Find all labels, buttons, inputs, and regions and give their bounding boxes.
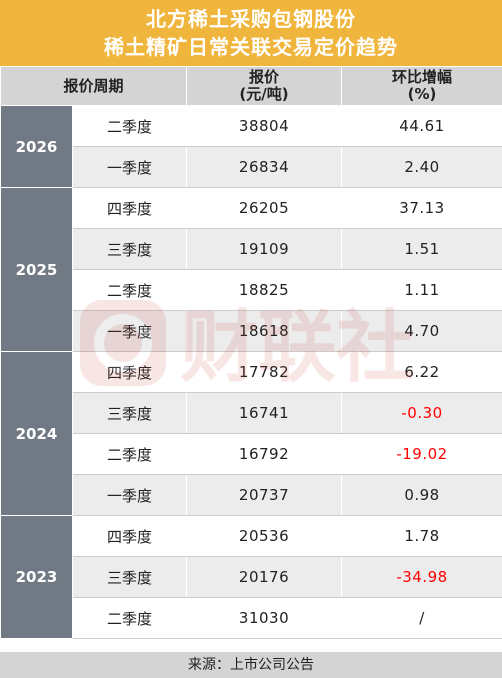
quarter-cell: 二季度 (71, 433, 188, 475)
quarter-cell: 二季度 (71, 597, 188, 639)
table-body: 2026 二季度 38804 44.61 一季度 26834 2.40 2025 四季度 2620… (0, 105, 502, 639)
price-cell: 20536 (186, 515, 343, 557)
quarter-cell: 四季度 (71, 515, 188, 557)
table-row: 三季度 16741 -0.30 (1, 392, 502, 434)
header-change-label: 环比增幅 (392, 68, 453, 86)
header-change-unit: (%) (407, 85, 437, 103)
change-cell: -19.02 (341, 433, 502, 475)
quarter-cell: 一季度 (71, 146, 188, 188)
change-cell: 37.13 (341, 187, 502, 229)
year-cell: 2026 (0, 105, 73, 188)
table-row: 一季度 18618 4.70 (1, 310, 502, 352)
year-cell: 2024 (0, 351, 73, 516)
table-title: 北方稀土采购包钢股份 稀土精矿日常关联交易定价趋势 (0, 0, 502, 66)
price-cell: 16741 (186, 392, 343, 434)
table-row: 2024 四季度 17782 6.22 (0, 351, 502, 516)
table-row: 一季度 26834 2.40 (1, 146, 502, 188)
price-cell: 19109 (186, 228, 343, 270)
price-cell: 31030 (186, 597, 343, 639)
change-cell: 4.70 (341, 310, 502, 352)
price-cell: 16792 (186, 433, 343, 475)
table-row: 三季度 20176 -34.98 (1, 556, 502, 598)
price-cell: 20737 (186, 474, 343, 516)
table-row: 二季度 16792 -19.02 (1, 433, 502, 475)
source-note: 来源：上市公司公告 (0, 652, 502, 678)
price-cell: 20176 (186, 556, 343, 598)
price-cell: 18618 (186, 310, 343, 352)
change-cell: 44.61 (341, 105, 502, 147)
table-row: 2026 二季度 38804 44.61 (0, 105, 502, 188)
change-cell: 1.51 (341, 228, 502, 270)
table-row: 二季度 18825 1.11 (1, 269, 502, 311)
quarter-cell: 一季度 (71, 310, 188, 352)
change-cell: 1.78 (341, 515, 502, 557)
quarter-cell: 一季度 (71, 474, 188, 516)
title-line-1: 北方稀土采购包钢股份 (146, 7, 356, 31)
year-cell: 2025 (0, 187, 73, 352)
table-row: 一季度 20737 0.98 (1, 474, 502, 516)
header-period: 报价周期 (0, 66, 188, 106)
quarter-cell: 三季度 (71, 392, 188, 434)
change-cell: 1.11 (341, 269, 502, 311)
header-change: 环比增幅 (%) (341, 66, 502, 106)
change-cell: 2.40 (341, 146, 502, 188)
quarter-cell: 二季度 (71, 105, 188, 147)
quarter-cell: 四季度 (71, 187, 188, 229)
price-cell: 26834 (186, 146, 343, 188)
header-row: 报价周期 报价 (元/吨) 环比增幅 (%) (0, 66, 502, 106)
title-line-2: 稀土精矿日常关联交易定价趋势 (104, 35, 398, 59)
year-cell: 2023 (0, 515, 73, 639)
quarter-cell: 三季度 (71, 556, 188, 598)
table-row: 三季度 19109 1.51 (1, 228, 502, 270)
table-row: 2023 四季度 20536 1.78 (0, 515, 502, 639)
price-cell: 26205 (186, 187, 343, 229)
quarter-cell: 四季度 (71, 351, 188, 393)
price-cell: 18825 (186, 269, 343, 311)
header-price-label: 报价 (249, 68, 280, 86)
header-price-unit: (元/吨) (239, 85, 289, 103)
price-cell: 38804 (186, 105, 343, 147)
change-cell: 0.98 (341, 474, 502, 516)
change-cell: / (341, 597, 502, 639)
change-cell: -34.98 (341, 556, 502, 598)
header-price: 报价 (元/吨) (186, 66, 343, 106)
change-cell: 6.22 (341, 351, 502, 393)
quarter-cell: 三季度 (71, 228, 188, 270)
quarter-cell: 二季度 (71, 269, 188, 311)
price-cell: 17782 (186, 351, 343, 393)
table-row: 2025 四季度 26205 37.13 (0, 187, 502, 352)
change-cell: -0.30 (341, 392, 502, 434)
table-row: 二季度 31030/ (1, 597, 502, 639)
price-table: 报价周期 报价 (元/吨) 环比增幅 (%) 2026 二季度 38804 44.61… (0, 66, 502, 639)
